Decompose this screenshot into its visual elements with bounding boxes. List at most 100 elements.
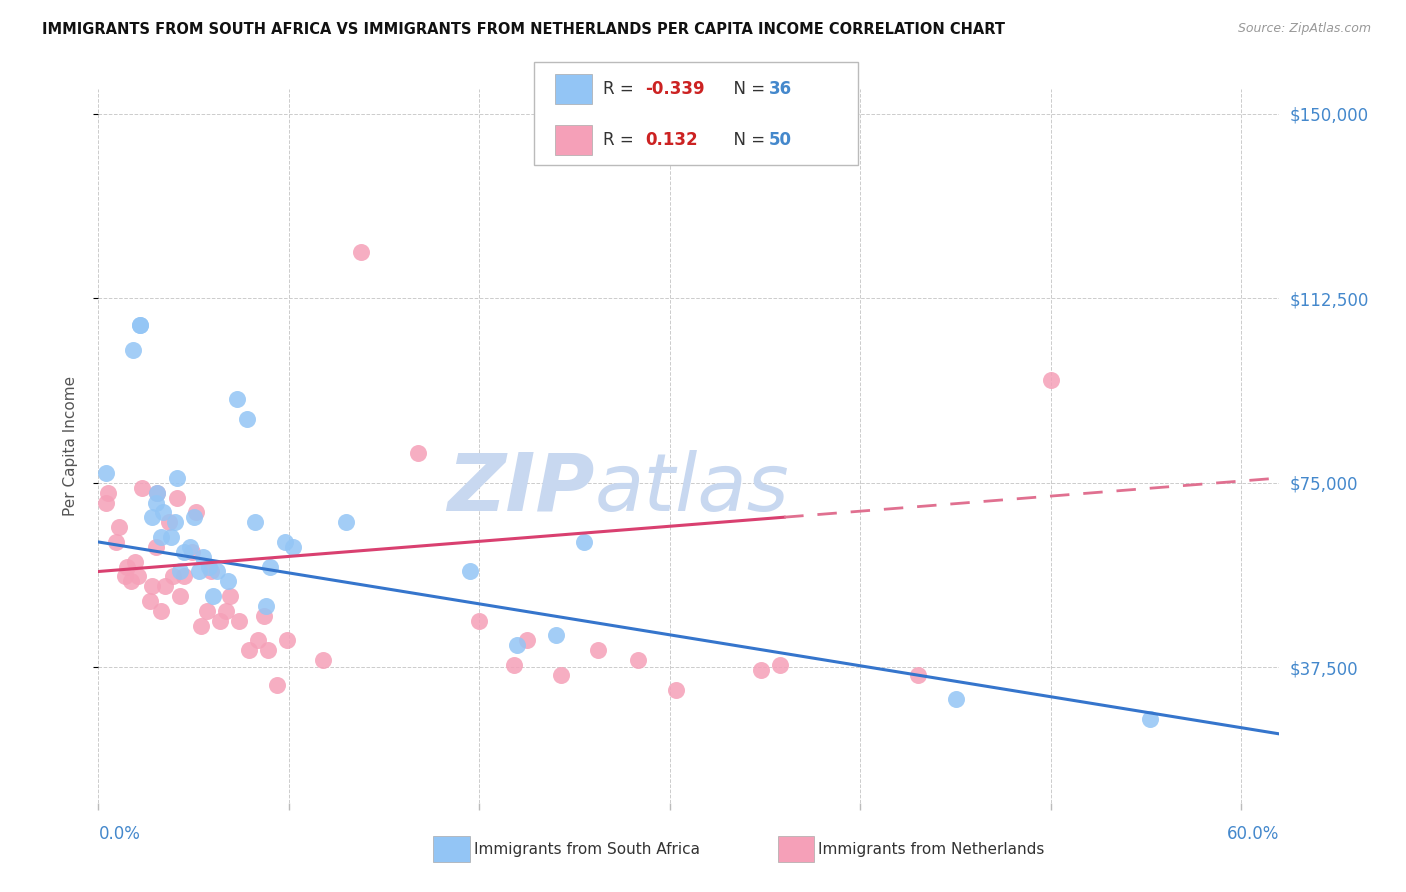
Text: IMMIGRANTS FROM SOUTH AFRICA VS IMMIGRANTS FROM NETHERLANDS PER CAPITA INCOME CO: IMMIGRANTS FROM SOUTH AFRICA VS IMMIGRAN… [42, 22, 1005, 37]
Text: 36: 36 [769, 80, 792, 98]
Point [146, 485, 169, 500]
Text: -0.339: -0.339 [645, 80, 704, 98]
Point [179, 540, 201, 554]
Point [94, 495, 117, 509]
Point [769, 658, 792, 673]
Point [907, 668, 929, 682]
Point [215, 604, 238, 618]
Point [157, 516, 180, 530]
Point [281, 540, 304, 554]
Point [129, 318, 152, 333]
Text: Source: ZipAtlas.com: Source: ZipAtlas.com [1237, 22, 1371, 36]
Point [468, 614, 491, 628]
Point [169, 589, 191, 603]
Point [153, 579, 176, 593]
Point [266, 678, 288, 692]
Point [572, 535, 595, 549]
Text: 0.132: 0.132 [645, 131, 697, 149]
Point [236, 412, 259, 426]
Point [152, 505, 174, 519]
Point [516, 633, 538, 648]
Point [150, 530, 173, 544]
Text: 60.0%: 60.0% [1227, 825, 1279, 843]
Text: R =: R = [603, 80, 640, 98]
Point [131, 481, 153, 495]
Point [190, 618, 212, 632]
Point [253, 608, 276, 623]
Point [226, 392, 249, 407]
Y-axis label: Per Capita Income: Per Capita Income [63, 376, 77, 516]
Point [108, 520, 131, 534]
Point [200, 565, 222, 579]
Point [173, 569, 195, 583]
Point [166, 471, 188, 485]
Point [205, 565, 228, 579]
Point [195, 604, 218, 618]
Point [945, 692, 967, 706]
Point [193, 549, 215, 564]
Point [129, 318, 152, 333]
Point [173, 545, 195, 559]
Point [1039, 373, 1062, 387]
Point [124, 555, 146, 569]
Point [259, 559, 281, 574]
Point [150, 604, 173, 618]
Text: 50: 50 [769, 131, 792, 149]
Point [97, 485, 120, 500]
Point [749, 663, 772, 677]
Point [458, 565, 481, 579]
Point [162, 569, 184, 583]
Point [198, 559, 221, 574]
Text: 0.0%: 0.0% [98, 825, 141, 843]
Point [350, 244, 373, 259]
Point [209, 614, 232, 628]
Text: N =: N = [723, 80, 770, 98]
Text: ZIP: ZIP [447, 450, 595, 528]
Point [94, 466, 117, 480]
Point [141, 579, 163, 593]
Point [139, 594, 162, 608]
Point [218, 589, 240, 603]
Point [166, 491, 188, 505]
Point [626, 653, 648, 667]
Point [184, 505, 207, 519]
Point [201, 589, 224, 603]
Point [238, 643, 260, 657]
Text: N =: N = [723, 131, 770, 149]
Point [550, 668, 572, 682]
Point [243, 516, 266, 530]
Point [145, 540, 167, 554]
Point [120, 574, 142, 589]
Point [169, 565, 191, 579]
Point [257, 643, 280, 657]
Point [502, 658, 524, 673]
Point [104, 535, 127, 549]
Point [188, 565, 211, 579]
Point [665, 682, 688, 697]
Point [159, 530, 181, 544]
Point [217, 574, 239, 589]
Point [228, 614, 250, 628]
Point [247, 633, 270, 648]
Text: Immigrants from South Africa: Immigrants from South Africa [474, 842, 700, 856]
Point [114, 569, 136, 583]
Point [586, 643, 609, 657]
Text: atlas: atlas [595, 450, 789, 528]
Text: Immigrants from Netherlands: Immigrants from Netherlands [818, 842, 1045, 856]
Point [146, 485, 169, 500]
Point [180, 545, 202, 559]
Point [127, 569, 149, 583]
Point [276, 633, 298, 648]
Point [254, 599, 277, 613]
Point [141, 510, 163, 524]
Text: R =: R = [603, 131, 640, 149]
Point [312, 653, 335, 667]
Point [183, 510, 205, 524]
Point [121, 343, 143, 357]
Point [163, 516, 186, 530]
Point [1139, 712, 1161, 726]
Point [335, 516, 357, 530]
Point [506, 638, 529, 652]
Point [408, 446, 430, 460]
Point [544, 628, 567, 642]
